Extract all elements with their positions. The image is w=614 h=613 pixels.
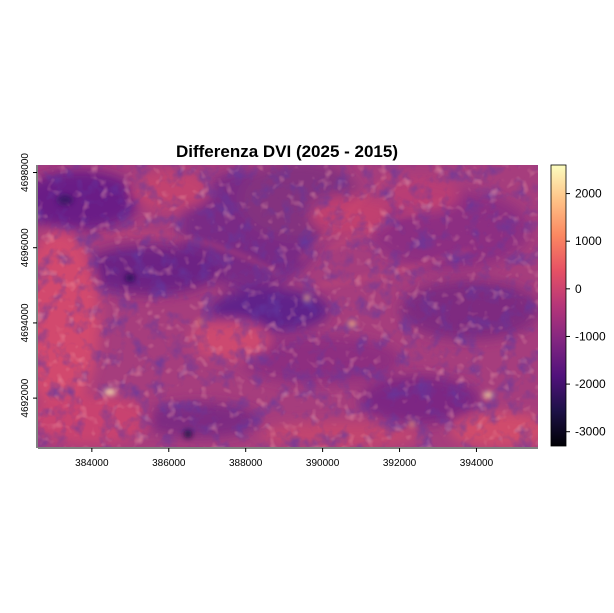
x-tick-label: 388000: [229, 458, 263, 469]
colorbar-axis: 2000 1000 0 -1000 -2000 -3000: [566, 187, 606, 439]
x-axis: 384000 386000 388000 390000 392000 394000: [75, 448, 494, 469]
x-tick-label: 386000: [152, 458, 186, 469]
x-tick-label: 384000: [75, 458, 109, 469]
colorbar-tick-label: -1000: [575, 329, 606, 343]
x-tick-label: 390000: [306, 458, 340, 469]
x-tick-label: 392000: [383, 458, 417, 469]
colorbar-tick-label: 2000: [575, 187, 602, 201]
y-axis: 4692000 4694000 4696000 4698000: [20, 153, 37, 418]
y-tick-label: 4696000: [20, 228, 31, 267]
y-tick-label: 4692000: [20, 378, 31, 417]
colorbar-tick-label: -3000: [575, 425, 606, 439]
colorbar-tick-label: 1000: [575, 234, 602, 248]
chart-title: Differenza DVI (2025 - 2015): [176, 142, 398, 161]
colorbar: [550, 164, 567, 447]
y-tick-label: 4698000: [20, 153, 31, 192]
x-tick-label: 394000: [460, 458, 494, 469]
colorbar-tick-label: -2000: [575, 377, 606, 391]
colorbar-tick-label: 0: [575, 282, 582, 296]
raster-image: [38, 165, 538, 447]
y-tick-label: 4694000: [20, 303, 31, 342]
